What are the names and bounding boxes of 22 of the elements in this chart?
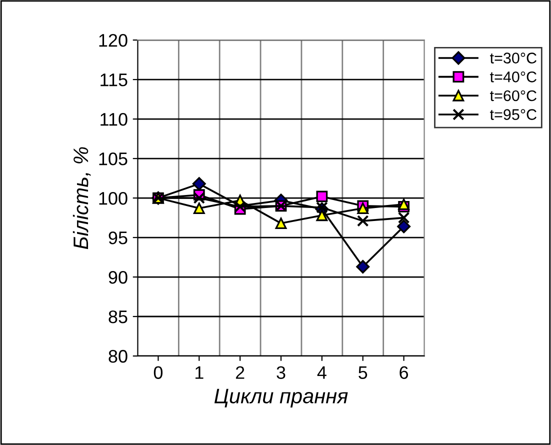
legend-label: t=40°C — [490, 72, 536, 82]
x-tick-label: 6 — [400, 366, 408, 379]
legend-label: t=30°C — [490, 52, 536, 64]
y-tick-label: 80 — [108, 350, 128, 363]
y-axis-title: Білість, % — [72, 147, 91, 250]
y-tick-label: 95 — [108, 231, 128, 244]
x-tick-label: 5 — [358, 366, 368, 379]
x-tick-label: 3 — [276, 366, 286, 379]
legend-label: t=60°C — [490, 90, 536, 102]
x-axis-title: Цикли прання — [214, 388, 348, 408]
x-tick-label: 1 — [196, 366, 204, 379]
x-tick-label: 4 — [317, 366, 326, 379]
legend-label: t=95°C — [490, 109, 536, 120]
y-tick-label: 120 — [99, 34, 128, 47]
y-tick-label: 100 — [99, 192, 128, 205]
x-tick-label: 0 — [154, 366, 163, 379]
x-tick-label: 2 — [236, 366, 244, 379]
y-tick-label: 110 — [100, 112, 128, 126]
y-tick-label: 85 — [108, 310, 128, 324]
y-tick-label: 115 — [100, 74, 128, 86]
y-tick-label: 90 — [108, 270, 128, 284]
y-tick-label: 105 — [99, 152, 128, 166]
